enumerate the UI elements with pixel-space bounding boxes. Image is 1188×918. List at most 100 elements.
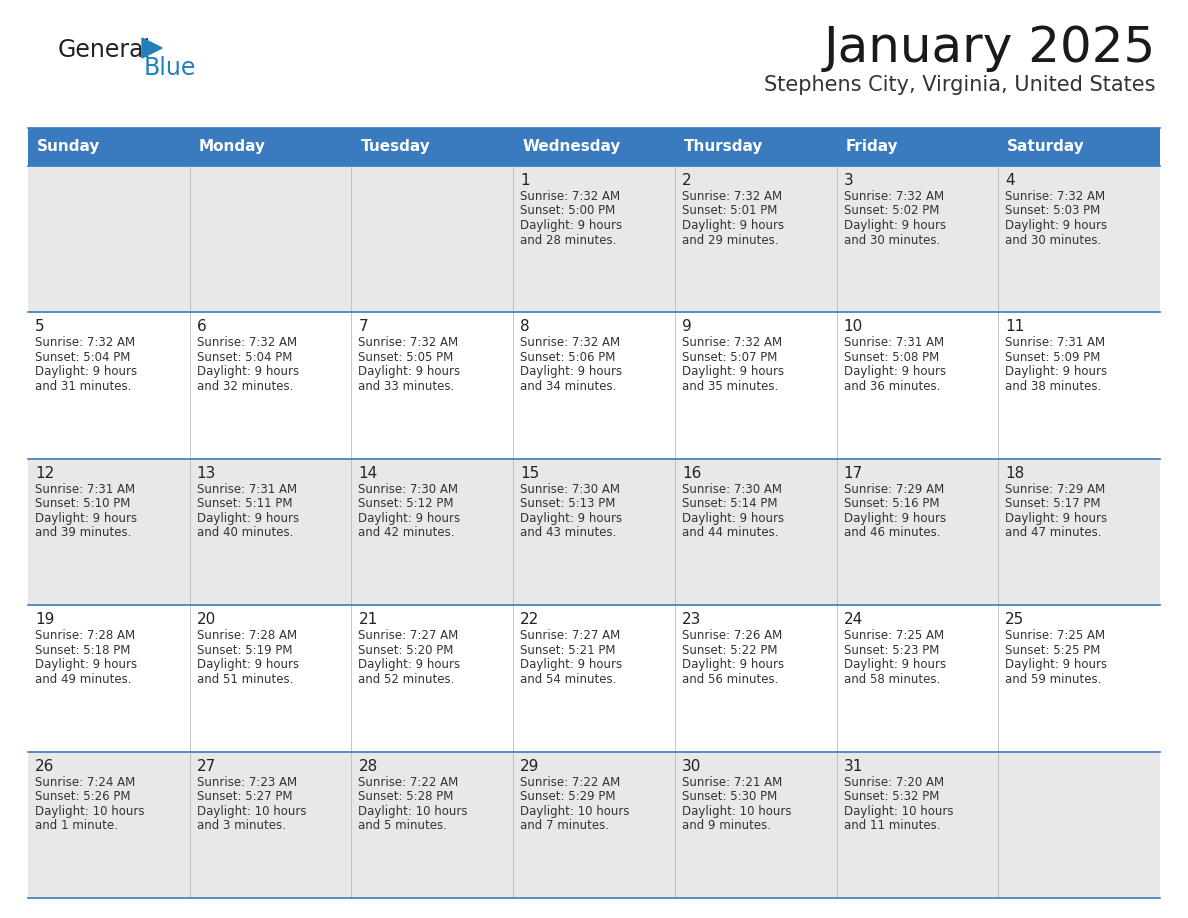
Text: 4: 4 [1005,173,1015,188]
Text: Blue: Blue [144,56,196,80]
Text: Daylight: 9 hours: Daylight: 9 hours [1005,512,1107,525]
Text: Sunset: 5:21 PM: Sunset: 5:21 PM [520,644,615,656]
Text: Sunrise: 7:27 AM: Sunrise: 7:27 AM [520,629,620,643]
Text: Daylight: 10 hours: Daylight: 10 hours [359,804,468,818]
Text: and 58 minutes.: and 58 minutes. [843,673,940,686]
Text: Daylight: 9 hours: Daylight: 9 hours [34,658,137,671]
Text: 31: 31 [843,758,862,774]
Text: Sunset: 5:12 PM: Sunset: 5:12 PM [359,498,454,510]
Text: Daylight: 10 hours: Daylight: 10 hours [34,804,145,818]
Text: 1: 1 [520,173,530,188]
Text: 26: 26 [34,758,55,774]
Text: Daylight: 9 hours: Daylight: 9 hours [34,512,137,525]
Text: Sunrise: 7:32 AM: Sunrise: 7:32 AM [197,336,297,350]
Text: Daylight: 9 hours: Daylight: 9 hours [843,658,946,671]
Text: and 54 minutes.: and 54 minutes. [520,673,617,686]
Text: 30: 30 [682,758,701,774]
Text: Daylight: 9 hours: Daylight: 9 hours [1005,365,1107,378]
Text: and 5 minutes.: and 5 minutes. [359,819,448,832]
Text: Sunrise: 7:32 AM: Sunrise: 7:32 AM [682,336,782,350]
Text: Friday: Friday [846,140,898,154]
Text: and 9 minutes.: and 9 minutes. [682,819,771,832]
Text: Sunset: 5:04 PM: Sunset: 5:04 PM [34,351,131,364]
Text: Sunrise: 7:32 AM: Sunrise: 7:32 AM [682,190,782,203]
Text: Sunrise: 7:24 AM: Sunrise: 7:24 AM [34,776,135,789]
Bar [29,166,1159,312]
Text: 7: 7 [359,319,368,334]
Text: and 31 minutes.: and 31 minutes. [34,380,132,393]
Bar [29,312,1159,459]
Text: Sunset: 5:10 PM: Sunset: 5:10 PM [34,498,131,510]
Text: Sunday: Sunday [37,140,100,154]
Text: Sunrise: 7:32 AM: Sunrise: 7:32 AM [520,336,620,350]
Text: Sunrise: 7:32 AM: Sunrise: 7:32 AM [520,190,620,203]
Text: Sunrise: 7:31 AM: Sunrise: 7:31 AM [1005,336,1105,350]
Text: Sunset: 5:23 PM: Sunset: 5:23 PM [843,644,939,656]
Text: Daylight: 9 hours: Daylight: 9 hours [34,365,137,378]
Text: and 52 minutes.: and 52 minutes. [359,673,455,686]
Text: Daylight: 9 hours: Daylight: 9 hours [359,512,461,525]
Text: Daylight: 9 hours: Daylight: 9 hours [520,512,623,525]
Text: Daylight: 9 hours: Daylight: 9 hours [843,365,946,378]
Text: Daylight: 9 hours: Daylight: 9 hours [520,658,623,671]
Text: Daylight: 10 hours: Daylight: 10 hours [520,804,630,818]
Text: Sunset: 5:25 PM: Sunset: 5:25 PM [1005,644,1100,656]
Text: and 36 minutes.: and 36 minutes. [843,380,940,393]
Text: 18: 18 [1005,465,1024,481]
Text: 29: 29 [520,758,539,774]
Text: 21: 21 [359,612,378,627]
Text: Stephens City, Virginia, United States: Stephens City, Virginia, United States [765,75,1156,95]
Text: and 43 minutes.: and 43 minutes. [520,526,617,539]
Text: and 39 minutes.: and 39 minutes. [34,526,132,539]
Text: 22: 22 [520,612,539,627]
Text: Sunset: 5:04 PM: Sunset: 5:04 PM [197,351,292,364]
Text: 25: 25 [1005,612,1024,627]
Text: and 30 minutes.: and 30 minutes. [1005,233,1101,247]
Text: Sunrise: 7:22 AM: Sunrise: 7:22 AM [359,776,459,789]
Text: Sunset: 5:11 PM: Sunset: 5:11 PM [197,498,292,510]
Text: Sunset: 5:03 PM: Sunset: 5:03 PM [1005,205,1100,218]
Text: and 28 minutes.: and 28 minutes. [520,233,617,247]
Text: Sunrise: 7:22 AM: Sunrise: 7:22 AM [520,776,620,789]
Text: and 11 minutes.: and 11 minutes. [843,819,940,832]
Text: Sunrise: 7:29 AM: Sunrise: 7:29 AM [1005,483,1106,496]
Bar [998,128,1159,166]
Text: Daylight: 9 hours: Daylight: 9 hours [359,658,461,671]
Text: Sunset: 5:27 PM: Sunset: 5:27 PM [197,790,292,803]
Text: 3: 3 [843,173,853,188]
Text: Daylight: 9 hours: Daylight: 9 hours [520,365,623,378]
Text: Sunrise: 7:26 AM: Sunrise: 7:26 AM [682,629,782,643]
Text: 19: 19 [34,612,55,627]
Text: Sunrise: 7:28 AM: Sunrise: 7:28 AM [197,629,297,643]
Text: 17: 17 [843,465,862,481]
Text: Daylight: 9 hours: Daylight: 9 hours [359,365,461,378]
Text: Daylight: 9 hours: Daylight: 9 hours [682,219,784,232]
Text: Daylight: 9 hours: Daylight: 9 hours [682,365,784,378]
Text: Tuesday: Tuesday [360,140,430,154]
Text: and 29 minutes.: and 29 minutes. [682,233,778,247]
Text: Sunrise: 7:20 AM: Sunrise: 7:20 AM [843,776,943,789]
Text: Sunset: 5:02 PM: Sunset: 5:02 PM [843,205,939,218]
Text: Daylight: 9 hours: Daylight: 9 hours [1005,658,1107,671]
Text: 11: 11 [1005,319,1024,334]
Text: and 34 minutes.: and 34 minutes. [520,380,617,393]
Text: Sunrise: 7:32 AM: Sunrise: 7:32 AM [1005,190,1105,203]
Text: Sunrise: 7:30 AM: Sunrise: 7:30 AM [359,483,459,496]
Text: and 42 minutes.: and 42 minutes. [359,526,455,539]
Text: Daylight: 10 hours: Daylight: 10 hours [843,804,953,818]
Text: Sunset: 5:26 PM: Sunset: 5:26 PM [34,790,131,803]
Text: Daylight: 9 hours: Daylight: 9 hours [197,512,299,525]
Text: and 49 minutes.: and 49 minutes. [34,673,132,686]
Text: 23: 23 [682,612,701,627]
Text: Wednesday: Wednesday [523,140,620,154]
Bar [29,459,1159,605]
Text: Thursday: Thursday [684,140,763,154]
Text: Sunrise: 7:28 AM: Sunrise: 7:28 AM [34,629,135,643]
Text: 12: 12 [34,465,55,481]
Text: Daylight: 9 hours: Daylight: 9 hours [1005,219,1107,232]
Text: and 7 minutes.: and 7 minutes. [520,819,609,832]
Text: 24: 24 [843,612,862,627]
Text: Sunrise: 7:31 AM: Sunrise: 7:31 AM [843,336,943,350]
Text: Sunrise: 7:21 AM: Sunrise: 7:21 AM [682,776,782,789]
Text: 20: 20 [197,612,216,627]
